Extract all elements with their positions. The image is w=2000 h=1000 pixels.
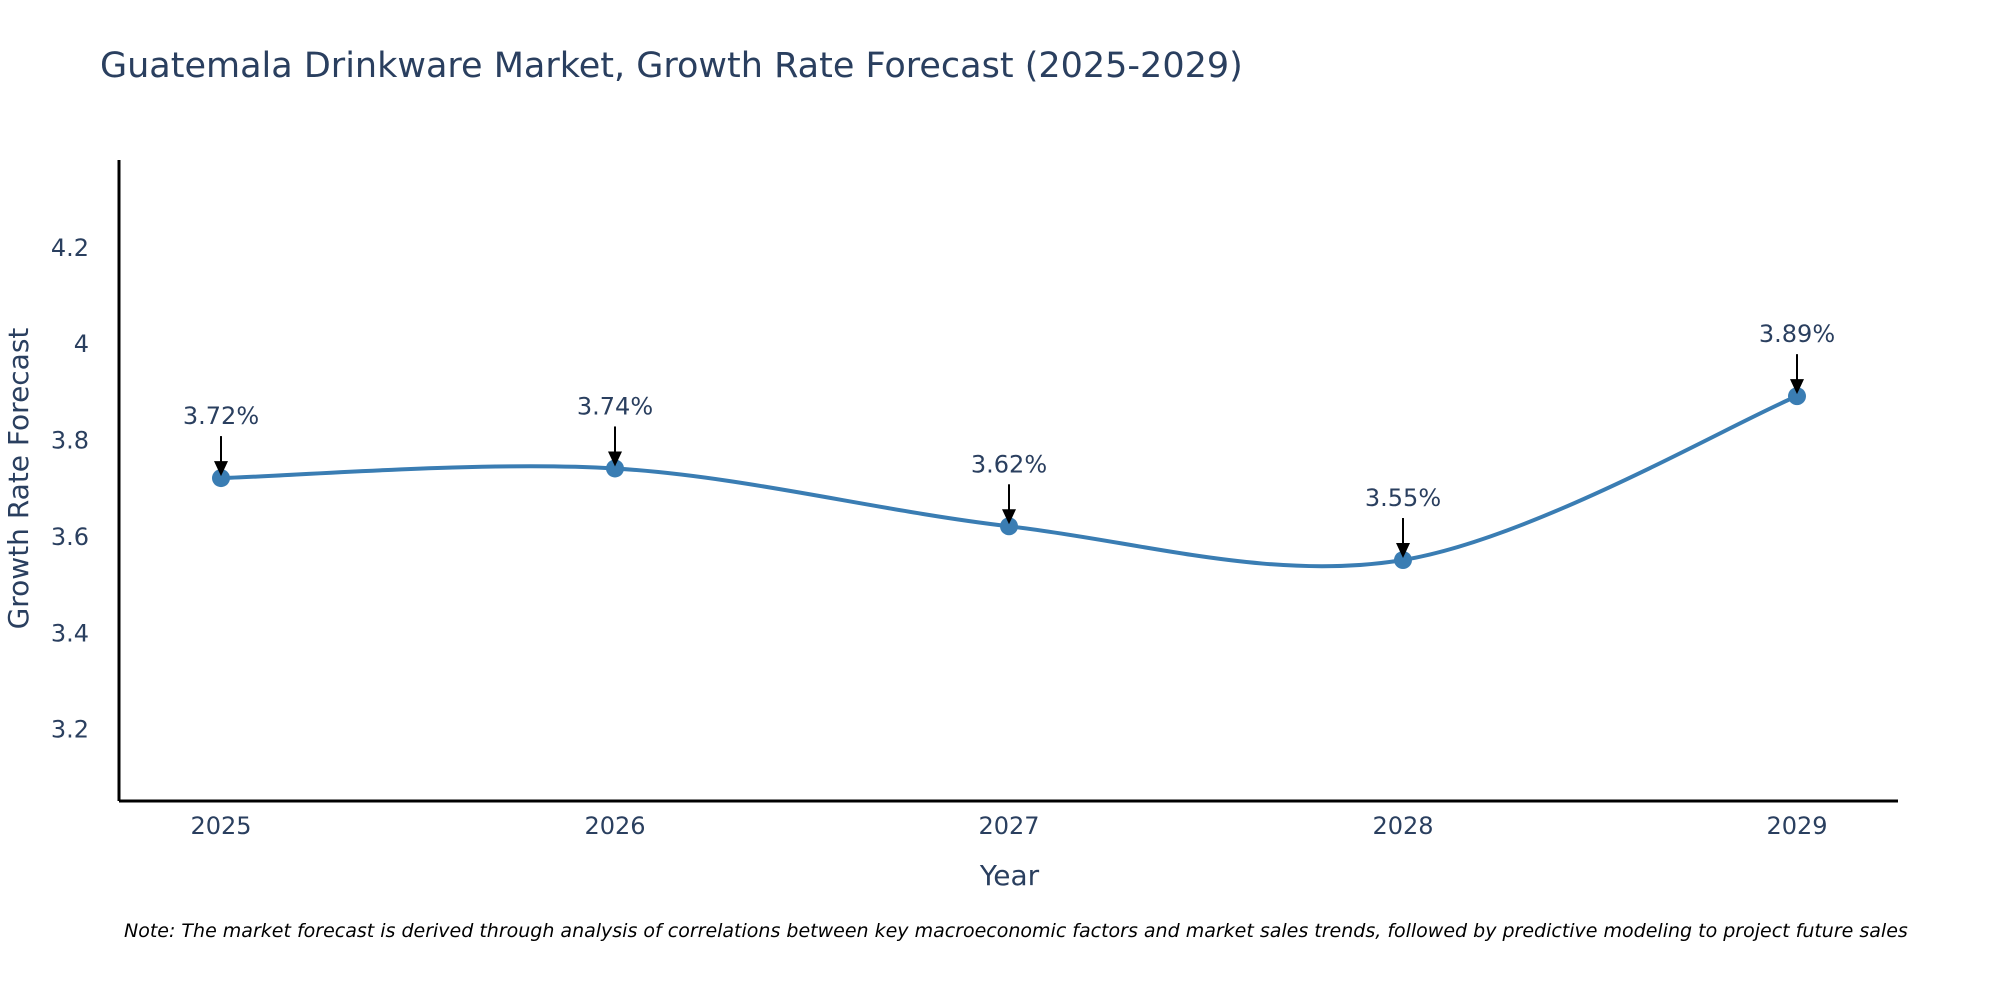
data-label: 3.74% xyxy=(577,392,653,420)
y-tick-label: 3.8 xyxy=(51,427,89,455)
y-tick-label: 3.4 xyxy=(51,619,89,647)
chart-title: Guatemala Drinkware Market, Growth Rate … xyxy=(100,46,1243,86)
x-tick-label: 2029 xyxy=(1766,812,1827,840)
data-label: 3.62% xyxy=(971,450,1047,478)
x-tick-label: 2026 xyxy=(584,812,645,840)
x-tick-label: 2027 xyxy=(978,812,1039,840)
y-tick-label: 4 xyxy=(74,330,89,358)
annotation-arrow-head xyxy=(608,451,622,467)
y-tick-label: 3.2 xyxy=(51,716,89,744)
data-label: 3.55% xyxy=(1365,484,1441,512)
annotation-arrow-head xyxy=(1396,543,1410,559)
data-label: 3.89% xyxy=(1759,320,1835,348)
series-line xyxy=(219,394,1799,569)
y-tick-label: 3.6 xyxy=(51,523,89,551)
data-point-marker xyxy=(1000,517,1018,536)
data-point-marker xyxy=(212,469,230,488)
chart-note: Note: The market forecast is derived thr… xyxy=(124,920,1908,942)
x-axis-title: Year xyxy=(979,859,1040,892)
data-point-marker xyxy=(606,459,624,478)
data-label: 3.72% xyxy=(183,402,259,430)
y-axis-title: Growth Rate Forecast xyxy=(2,328,35,630)
x-tick-label: 2025 xyxy=(190,812,251,840)
axes-layer: 3.2 3.4 3.6 3.8 4 4.2 2025 2026 2027 2028 2029 Year… xyxy=(2,160,1898,892)
annotation-arrow-head xyxy=(214,461,228,477)
data-point-marker xyxy=(1788,387,1806,406)
y-tick-label: 4.2 xyxy=(51,234,89,262)
data-point-marker xyxy=(1394,551,1412,570)
annotation-arrow-head xyxy=(1002,509,1016,525)
annotation-arrow-head xyxy=(1790,379,1804,395)
series-layer xyxy=(212,387,1806,570)
x-tick-label: 2028 xyxy=(1372,812,1433,840)
annotation-layer: 3.72% 3.74% 3.62% 3.55% 3.89% xyxy=(183,320,1835,559)
